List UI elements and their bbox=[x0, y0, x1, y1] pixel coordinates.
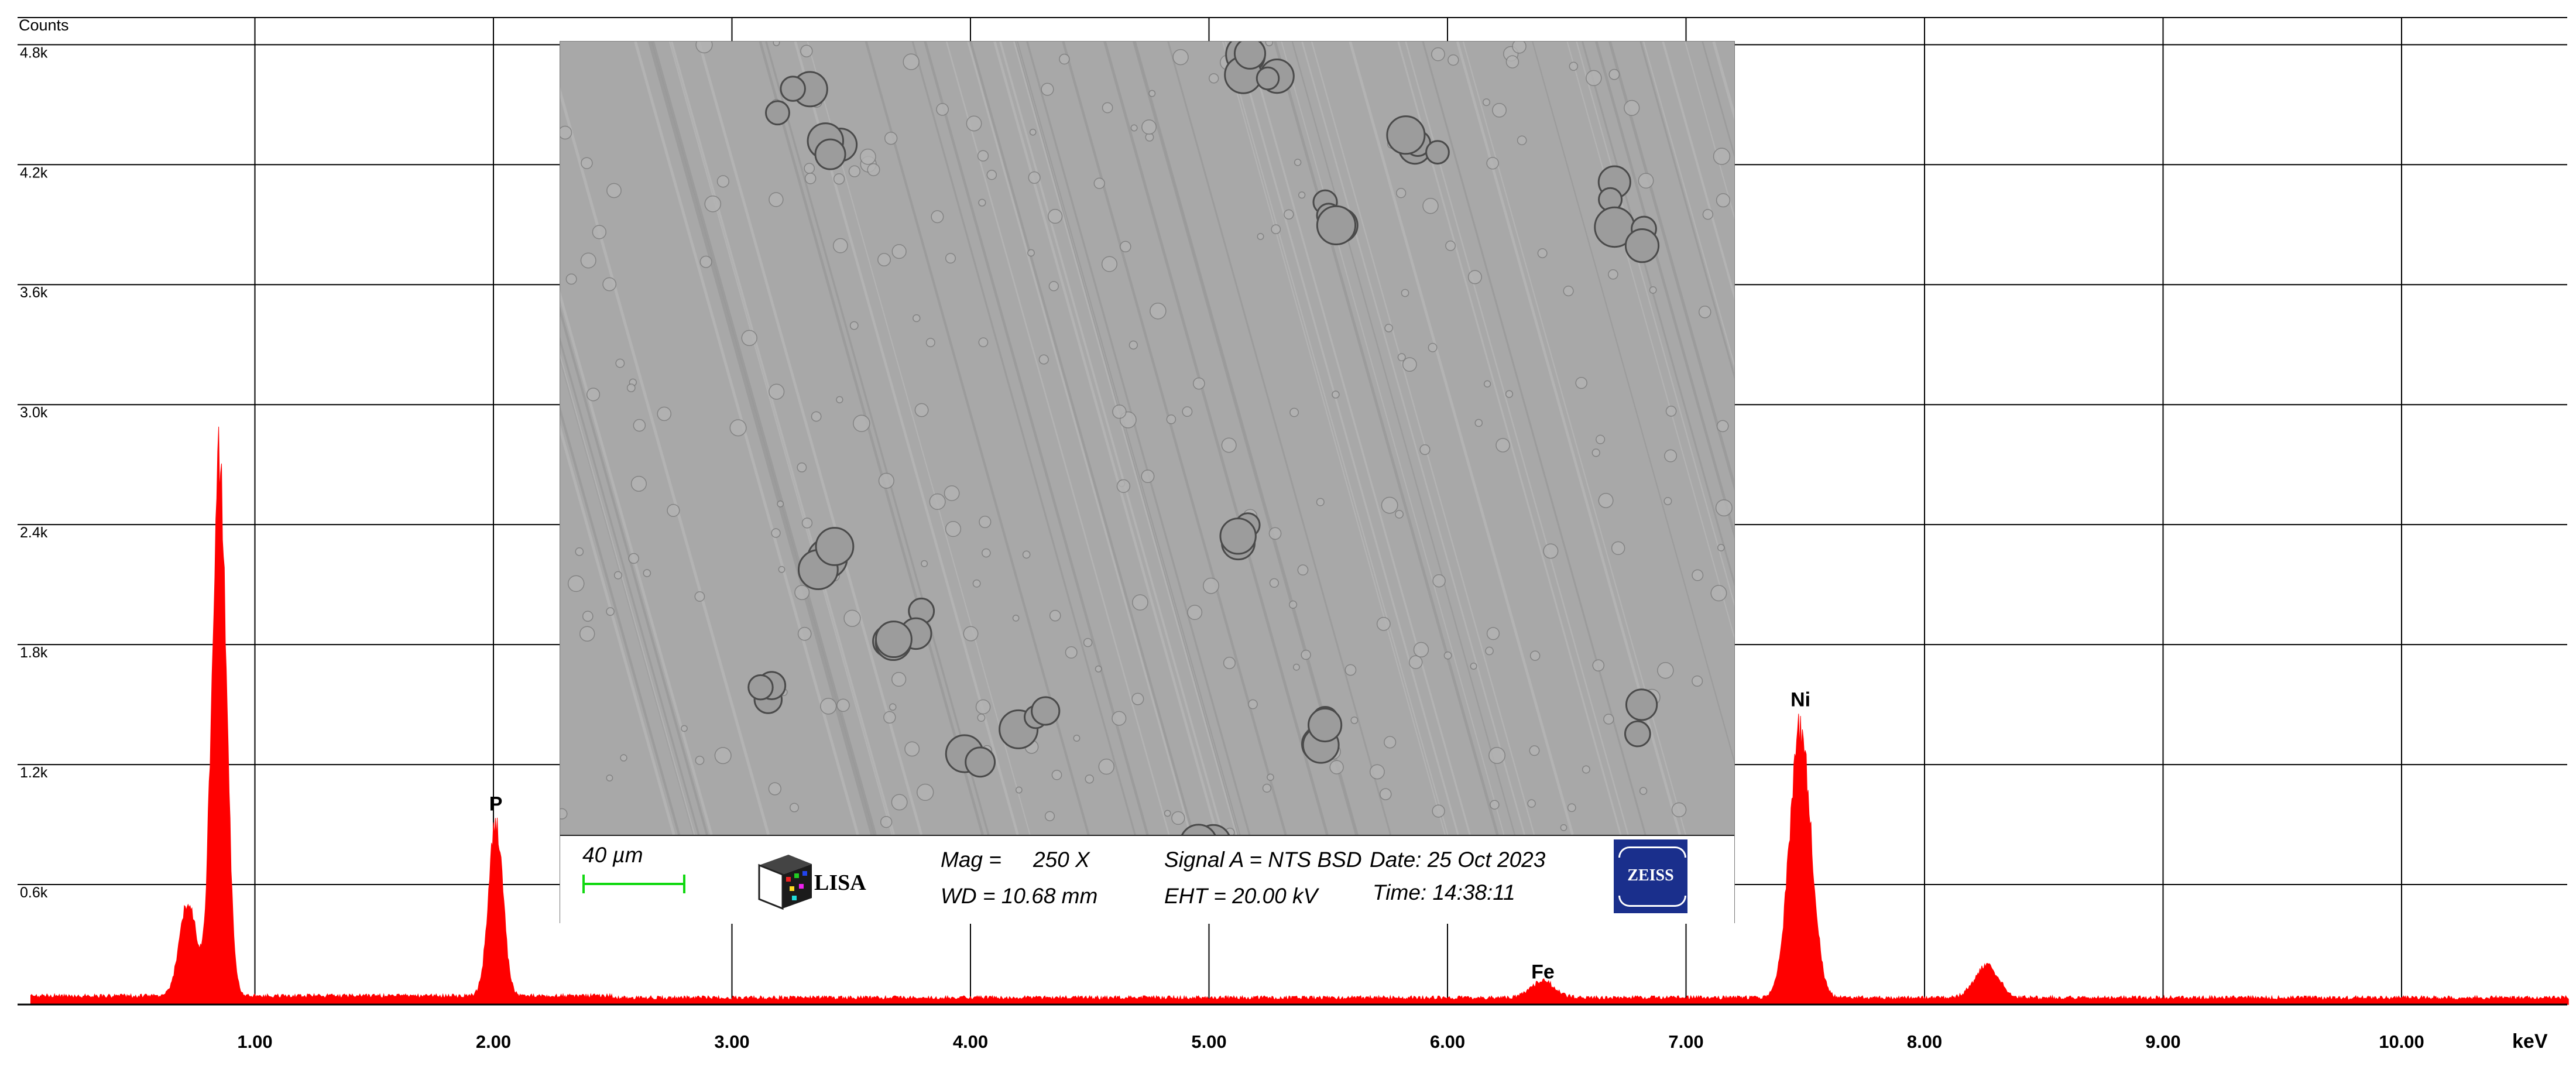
eht-info: EHT = 20.00 kV bbox=[1164, 884, 1318, 908]
y-tick-label: 1.8k bbox=[20, 645, 48, 661]
scale-bar-label: 40 µm bbox=[582, 843, 643, 867]
x-tick-label: 7.00 bbox=[1668, 1031, 1703, 1052]
spectrum-series bbox=[30, 426, 2569, 1005]
lisa-logo: LISA bbox=[758, 855, 866, 910]
x-tick-label: 3.00 bbox=[714, 1031, 749, 1052]
mag-value: 250 X bbox=[1033, 848, 1090, 872]
svg-text:LISA: LISA bbox=[814, 870, 866, 895]
y-tick-label: 3.0k bbox=[20, 405, 48, 421]
x-tick-label: 8.00 bbox=[1907, 1031, 1942, 1052]
working-distance: WD = 10.68 mm bbox=[941, 884, 1098, 908]
x-tick-label: 2.00 bbox=[476, 1031, 511, 1052]
peak-labels: P Fe Ni bbox=[489, 689, 1810, 983]
y-tick-label: 3.6k bbox=[20, 285, 48, 301]
peak-label-fe: Fe bbox=[1531, 961, 1555, 983]
y-tick-label: 4.8k bbox=[20, 44, 48, 61]
mag-label: Mag = bbox=[941, 848, 1001, 872]
y-tick-label: 1.2k bbox=[20, 765, 48, 781]
x-tick-label: 9.00 bbox=[2145, 1031, 2180, 1052]
scale-bar-end-left bbox=[582, 875, 585, 893]
date-info: Date: 25 Oct 2023 bbox=[1370, 848, 1546, 872]
x-tick-label: 10.00 bbox=[2379, 1031, 2424, 1052]
x-tick-label: 5.00 bbox=[1191, 1031, 1226, 1052]
y-axis-label: Counts bbox=[19, 16, 69, 34]
scale-bar bbox=[582, 883, 685, 885]
peak-label-p: P bbox=[489, 793, 503, 815]
zeiss-logo: ZEISS bbox=[1614, 839, 1687, 913]
sem-micrograph bbox=[560, 42, 1734, 835]
y-tick-label: 2.4k bbox=[20, 525, 48, 541]
time-info: Time: 14:38:11 bbox=[1373, 880, 1515, 904]
y-tick-label: 4.2k bbox=[20, 164, 48, 181]
scale-bar-end-right bbox=[683, 875, 685, 893]
x-axis-label: keV bbox=[2512, 1030, 2548, 1053]
x-tick-label: 4.00 bbox=[953, 1031, 988, 1052]
y-axis-ticks: 0.6k 1.2k 1.8k 2.4k 3.0k 3.6k 4.2k 4.8k bbox=[20, 44, 48, 901]
x-axis-ticks: 1.00 2.00 3.00 4.00 5.00 6.00 7.00 8.00 9.00 10.0… bbox=[237, 1031, 2424, 1052]
sem-data-bar: 40 µm LISA Mag = 250 X WD = 10.68 mm Sig… bbox=[560, 835, 1734, 924]
x-tick-label: 6.00 bbox=[1430, 1031, 1465, 1052]
x-tick-label: 1.00 bbox=[237, 1031, 272, 1052]
peak-label-ni: Ni bbox=[1790, 689, 1810, 711]
y-tick-label: 0.6k bbox=[20, 885, 48, 901]
signal-info: Signal A = NTS BSD bbox=[1164, 848, 1362, 872]
sem-image-inset: 40 µm LISA Mag = 250 X WD = 10.68 mm Sig… bbox=[560, 41, 1735, 924]
